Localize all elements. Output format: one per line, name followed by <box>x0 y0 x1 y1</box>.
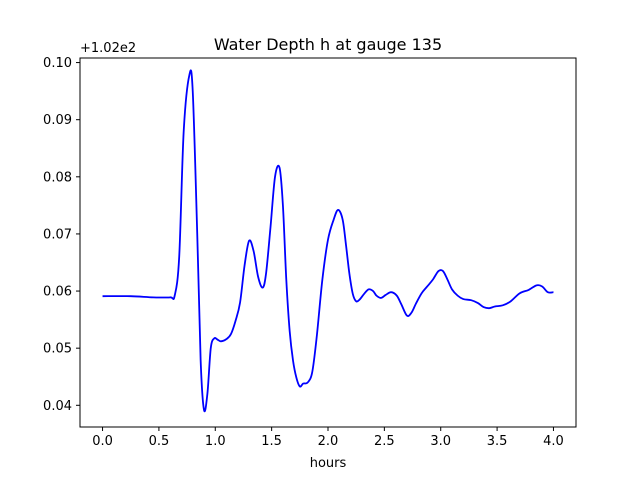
series-line <box>102 69 554 413</box>
x-tick-label: 2.0 <box>318 434 339 449</box>
x-tick-label: 4.0 <box>543 434 564 449</box>
y-tick-label: 0.05 <box>43 342 72 357</box>
y-tick-label: 0.04 <box>43 399 72 414</box>
x-tick-label: 0.0 <box>92 434 113 449</box>
x-tick-label: 2.5 <box>374 434 395 449</box>
y-tick-label: 0.09 <box>43 113 72 128</box>
y-axis-offset-text: +1.02e2 <box>80 41 136 56</box>
y-axis: 0.04 0.05 0.06 0.07 0.08 0.09 0.10 <box>43 56 80 414</box>
plot-area <box>102 69 554 413</box>
y-tick-label: 0.07 <box>43 227 72 242</box>
chart-title: Water Depth h at gauge 135 <box>214 35 442 54</box>
plot-frame <box>79 57 577 428</box>
x-axis: 0.0 0.5 1.0 1.5 2.0 2.5 3.0 3.5 4.0 <box>92 427 564 449</box>
x-tick-label: 0.5 <box>149 434 170 449</box>
y-tick-label: 0.06 <box>43 285 72 300</box>
x-tick-label: 1.0 <box>205 434 226 449</box>
y-tick-label: 0.08 <box>43 170 72 185</box>
x-tick-label: 1.5 <box>261 434 282 449</box>
y-tick-label: 0.10 <box>43 56 72 71</box>
x-tick-label: 3.5 <box>487 434 508 449</box>
x-axis-label: hours <box>310 456 347 471</box>
x-tick-label: 3.0 <box>430 434 451 449</box>
